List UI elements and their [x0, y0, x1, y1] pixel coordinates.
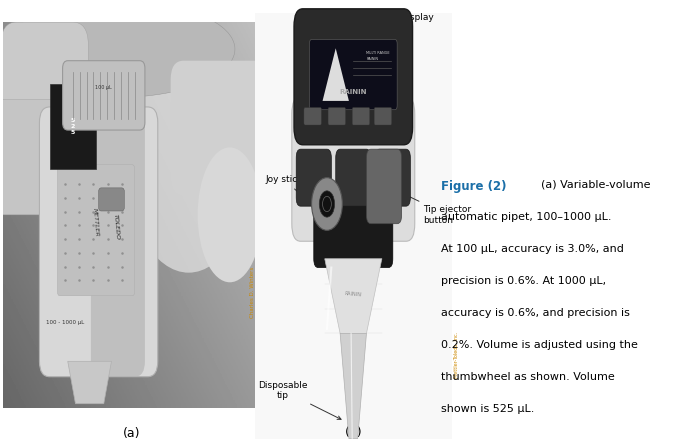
Text: thumbwheel as shown. Volume: thumbwheel as shown. Volume: [440, 372, 615, 382]
Ellipse shape: [124, 42, 253, 272]
Ellipse shape: [3, 1, 235, 97]
FancyBboxPatch shape: [296, 13, 410, 233]
Text: (a): (a): [123, 427, 141, 440]
Text: 5
2
5: 5 2 5: [71, 118, 75, 135]
Text: shown is 525 μL.: shown is 525 μL.: [440, 404, 534, 414]
Text: Tip ejector
button: Tip ejector button: [401, 192, 472, 225]
Polygon shape: [340, 334, 366, 439]
Text: RAININ: RAININ: [366, 57, 379, 61]
Text: RAININ: RAININ: [344, 291, 362, 297]
Text: accuracy is 0.6%, and precision is: accuracy is 0.6%, and precision is: [440, 308, 630, 318]
FancyBboxPatch shape: [304, 108, 322, 125]
Text: RAININ: RAININ: [340, 89, 367, 95]
Polygon shape: [324, 259, 382, 334]
FancyBboxPatch shape: [375, 149, 410, 206]
FancyBboxPatch shape: [0, 99, 62, 215]
FancyBboxPatch shape: [255, 13, 452, 439]
FancyBboxPatch shape: [171, 61, 268, 196]
FancyBboxPatch shape: [91, 107, 145, 377]
FancyBboxPatch shape: [294, 9, 412, 145]
FancyBboxPatch shape: [366, 149, 401, 224]
Text: (a) Variable-volume: (a) Variable-volume: [541, 180, 650, 190]
Text: 100 µL: 100 µL: [95, 85, 112, 90]
Text: At 100 μL, accuracy is 3.0%, and: At 100 μL, accuracy is 3.0%, and: [440, 244, 624, 254]
FancyBboxPatch shape: [296, 149, 331, 206]
Text: MULTI RANGE: MULTI RANGE: [366, 51, 390, 55]
FancyBboxPatch shape: [49, 84, 96, 169]
Text: automatic pipet, 100–1000 μL.: automatic pipet, 100–1000 μL.: [440, 212, 611, 222]
Ellipse shape: [198, 148, 262, 282]
Text: METTLER: METTLER: [93, 208, 99, 237]
FancyBboxPatch shape: [58, 165, 134, 296]
FancyBboxPatch shape: [335, 149, 371, 206]
Text: 0.2%. Volume is adjusted using the: 0.2%. Volume is adjusted using the: [440, 340, 637, 350]
Text: precision is 0.6%. At 1000 μL,: precision is 0.6%. At 1000 μL,: [440, 276, 606, 286]
Polygon shape: [68, 361, 111, 404]
Text: Mettler-Toledo, Inc.: Mettler-Toledo, Inc.: [454, 332, 459, 378]
Ellipse shape: [319, 191, 335, 217]
FancyBboxPatch shape: [99, 188, 124, 211]
Ellipse shape: [311, 178, 342, 230]
Text: Disposable
tip: Disposable tip: [259, 381, 341, 420]
FancyBboxPatch shape: [328, 108, 346, 125]
Polygon shape: [322, 48, 349, 101]
Text: TOLEDO: TOLEDO: [113, 213, 120, 240]
FancyBboxPatch shape: [309, 39, 397, 110]
Text: 100 - 1000 µL: 100 - 1000 µL: [46, 320, 84, 325]
FancyBboxPatch shape: [374, 108, 392, 125]
FancyBboxPatch shape: [62, 61, 145, 130]
FancyBboxPatch shape: [292, 97, 415, 241]
FancyBboxPatch shape: [1, 22, 88, 153]
FancyBboxPatch shape: [352, 108, 370, 125]
Text: Joy stick: Joy stick: [265, 175, 309, 202]
FancyBboxPatch shape: [314, 198, 393, 268]
Text: Figure (2): Figure (2): [440, 180, 506, 193]
Text: Charles D. Winters: Charles D. Winters: [250, 266, 255, 318]
Text: (b): (b): [344, 426, 362, 439]
FancyBboxPatch shape: [39, 107, 158, 377]
Text: Digital display: Digital display: [357, 13, 434, 42]
